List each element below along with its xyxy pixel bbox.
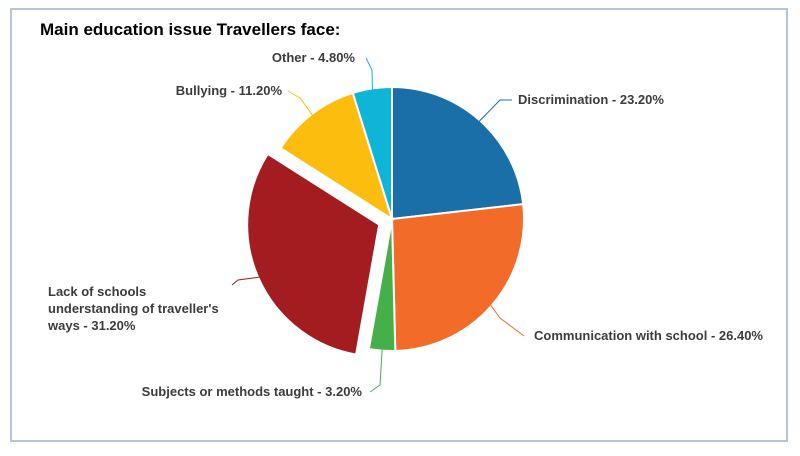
slice-label: Other - 4.80%	[272, 50, 356, 65]
slice-label: Discrimination - 23.20%	[518, 92, 664, 107]
leader-line	[365, 57, 373, 91]
leader-line	[489, 304, 525, 337]
slice-label: Bullying - 11.20%	[176, 83, 283, 98]
slice-label: Lack of schools understanding of travelle…	[47, 284, 219, 333]
pie-slice	[391, 85, 525, 221]
leader-lines	[231, 57, 525, 393]
leader-line	[287, 90, 314, 117]
leader-line	[231, 276, 261, 286]
leader-line	[478, 99, 512, 123]
pie-slices	[246, 85, 525, 356]
slice-label: Subjects or methods taught - 3.20%	[142, 384, 363, 399]
slice-label: Communication with school - 26.40%	[534, 328, 763, 343]
leader-line	[369, 348, 383, 393]
slice-labels: Discrimination - 23.20% Communication wit…	[47, 50, 763, 399]
pie-slice	[246, 152, 381, 356]
chart-title: Main education issue Travellers face:	[40, 20, 341, 39]
pie-slice	[390, 202, 525, 352]
